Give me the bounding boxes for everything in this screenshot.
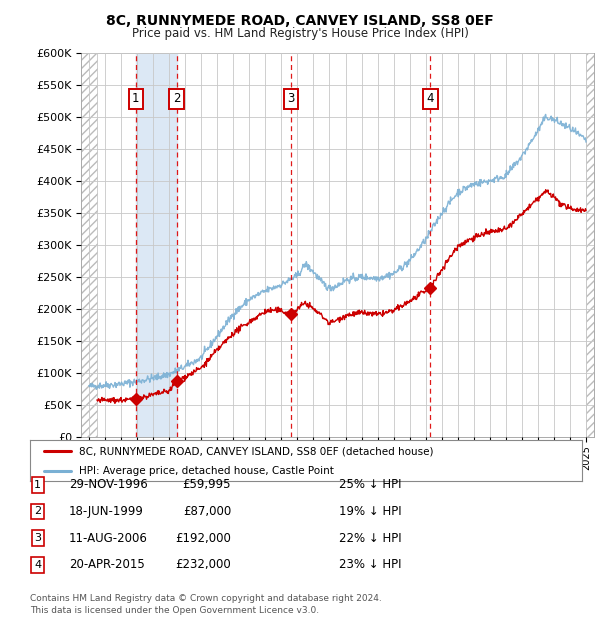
Text: £59,995: £59,995 [182, 479, 231, 491]
Text: 20-APR-2015: 20-APR-2015 [69, 559, 145, 571]
Text: 4: 4 [427, 92, 434, 105]
Text: 18-JUN-1999: 18-JUN-1999 [69, 505, 144, 518]
Text: 29-NOV-1996: 29-NOV-1996 [69, 479, 148, 491]
Text: 2: 2 [173, 92, 180, 105]
Text: £87,000: £87,000 [183, 505, 231, 518]
Text: 3: 3 [287, 92, 295, 105]
Text: 1: 1 [34, 480, 41, 490]
Text: 11-AUG-2006: 11-AUG-2006 [69, 532, 148, 544]
Text: Contains HM Land Registry data © Crown copyright and database right 2024.: Contains HM Land Registry data © Crown c… [30, 594, 382, 603]
Text: 1: 1 [132, 92, 139, 105]
Text: 4: 4 [34, 560, 41, 570]
Text: Price paid vs. HM Land Registry's House Price Index (HPI): Price paid vs. HM Land Registry's House … [131, 27, 469, 40]
Text: £192,000: £192,000 [175, 532, 231, 544]
Text: 22% ↓ HPI: 22% ↓ HPI [339, 532, 401, 544]
Text: 8C, RUNNYMEDE ROAD, CANVEY ISLAND, SS8 0EF: 8C, RUNNYMEDE ROAD, CANVEY ISLAND, SS8 0… [106, 14, 494, 28]
Text: 2: 2 [34, 507, 41, 516]
Text: 23% ↓ HPI: 23% ↓ HPI [339, 559, 401, 571]
Text: This data is licensed under the Open Government Licence v3.0.: This data is licensed under the Open Gov… [30, 606, 319, 615]
Text: 25% ↓ HPI: 25% ↓ HPI [339, 479, 401, 491]
Text: 3: 3 [34, 533, 41, 543]
Text: £232,000: £232,000 [175, 559, 231, 571]
Text: HPI: Average price, detached house, Castle Point: HPI: Average price, detached house, Cast… [79, 466, 334, 476]
Text: 8C, RUNNYMEDE ROAD, CANVEY ISLAND, SS8 0EF (detached house): 8C, RUNNYMEDE ROAD, CANVEY ISLAND, SS8 0… [79, 446, 433, 456]
Bar [136, 53, 176, 437]
Text: 19% ↓ HPI: 19% ↓ HPI [339, 505, 401, 518]
